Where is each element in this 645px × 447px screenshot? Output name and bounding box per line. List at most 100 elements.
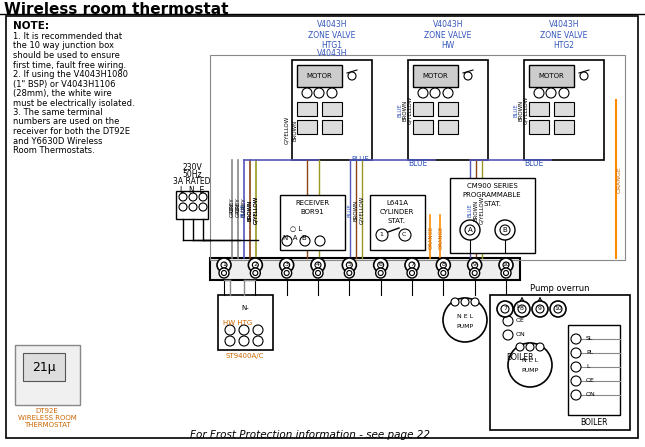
Text: OE: OE bbox=[586, 379, 595, 384]
Text: C: C bbox=[402, 232, 406, 237]
Bar bbox=[280, 195, 345, 250]
Circle shape bbox=[348, 72, 356, 80]
Circle shape bbox=[559, 88, 569, 98]
Circle shape bbox=[253, 336, 263, 346]
Bar bbox=[438, 102, 458, 116]
Text: PL: PL bbox=[586, 350, 593, 355]
Text: ORANGE: ORANGE bbox=[428, 225, 433, 249]
Text: DT92E
WIRELESS ROOM
THERMOSTAT: DT92E WIRELESS ROOM THERMOSTAT bbox=[17, 408, 76, 428]
Text: 5: 5 bbox=[348, 262, 352, 267]
Circle shape bbox=[399, 229, 411, 241]
Bar bbox=[292, 60, 372, 160]
Circle shape bbox=[503, 262, 509, 268]
Bar bbox=[370, 195, 425, 250]
Bar bbox=[490, 295, 630, 430]
Bar bbox=[554, 120, 574, 134]
Text: BOILER: BOILER bbox=[506, 353, 534, 362]
Text: STAT.: STAT. bbox=[483, 201, 501, 207]
Text: BLUE: BLUE bbox=[468, 203, 473, 217]
Text: GREY: GREY bbox=[235, 198, 241, 212]
Circle shape bbox=[179, 193, 187, 201]
Text: ORANGE: ORANGE bbox=[439, 225, 444, 249]
Circle shape bbox=[550, 301, 566, 317]
Bar bbox=[322, 120, 342, 134]
Text: N E L: N E L bbox=[522, 358, 538, 363]
Text: the 10 way junction box: the 10 way junction box bbox=[13, 42, 114, 51]
Circle shape bbox=[464, 72, 472, 80]
Circle shape bbox=[284, 270, 289, 275]
Text: BLUE: BLUE bbox=[524, 159, 544, 168]
Circle shape bbox=[219, 268, 229, 278]
Text: BLUE: BLUE bbox=[351, 156, 369, 162]
Text: G/YELLOW: G/YELLOW bbox=[284, 116, 290, 144]
Bar bbox=[438, 120, 458, 134]
Circle shape bbox=[439, 268, 448, 278]
Text: CM900 SERIES: CM900 SERIES bbox=[466, 183, 517, 189]
Bar bbox=[210, 258, 520, 280]
Text: L: L bbox=[516, 304, 519, 309]
Text: 9: 9 bbox=[538, 307, 542, 312]
Text: ON: ON bbox=[586, 392, 596, 397]
Text: BROWN: BROWN bbox=[519, 99, 524, 121]
Text: must be electrically isolated.: must be electrically isolated. bbox=[13, 98, 135, 107]
Text: SL: SL bbox=[586, 337, 593, 342]
Bar bbox=[554, 102, 574, 116]
Bar bbox=[210, 55, 625, 260]
Circle shape bbox=[516, 343, 524, 351]
Circle shape bbox=[373, 258, 388, 272]
Circle shape bbox=[460, 220, 480, 240]
Bar bbox=[218, 295, 273, 350]
Text: For Frost Protection information - see page 22: For Frost Protection information - see p… bbox=[190, 430, 430, 440]
Text: numbers are used on the: numbers are used on the bbox=[13, 118, 119, 127]
Circle shape bbox=[443, 88, 453, 98]
Circle shape bbox=[534, 88, 544, 98]
Circle shape bbox=[314, 88, 324, 98]
Text: and Y6630D Wireless: and Y6630D Wireless bbox=[13, 136, 103, 146]
Text: MOTOR: MOTOR bbox=[422, 73, 448, 79]
Circle shape bbox=[280, 258, 293, 272]
Bar bbox=[413, 120, 433, 134]
Circle shape bbox=[347, 270, 352, 275]
Text: V4043H
ZONE VALVE
HW: V4043H ZONE VALVE HW bbox=[424, 20, 471, 50]
Bar bbox=[450, 178, 535, 253]
Circle shape bbox=[501, 268, 511, 278]
Circle shape bbox=[554, 305, 562, 313]
Bar bbox=[297, 120, 317, 134]
Circle shape bbox=[418, 88, 428, 98]
Circle shape bbox=[375, 268, 386, 278]
Text: ○ L: ○ L bbox=[290, 225, 303, 231]
Bar bbox=[297, 102, 317, 116]
Text: GREY: GREY bbox=[235, 202, 241, 217]
Text: Wireless room thermostat: Wireless room thermostat bbox=[4, 2, 228, 17]
Circle shape bbox=[250, 268, 261, 278]
Text: 8: 8 bbox=[441, 262, 445, 267]
Circle shape bbox=[221, 262, 227, 268]
Circle shape bbox=[199, 203, 207, 211]
Text: (28mm), the white wire: (28mm), the white wire bbox=[13, 89, 112, 98]
Text: G/YELLOW: G/YELLOW bbox=[408, 96, 413, 124]
Circle shape bbox=[327, 88, 337, 98]
Text: BLUE: BLUE bbox=[241, 203, 246, 217]
Text: G/YELLOW: G/YELLOW bbox=[524, 96, 528, 124]
Circle shape bbox=[409, 262, 415, 268]
Circle shape bbox=[221, 270, 226, 275]
Circle shape bbox=[311, 258, 325, 272]
Text: GREY: GREY bbox=[230, 198, 235, 212]
Bar bbox=[297, 65, 342, 87]
Text: should be used to ensure: should be used to ensure bbox=[13, 51, 120, 60]
Text: N E L: N E L bbox=[457, 313, 473, 319]
Circle shape bbox=[407, 268, 417, 278]
Bar bbox=[413, 102, 433, 116]
Circle shape bbox=[518, 305, 526, 313]
Text: MOTOR: MOTOR bbox=[306, 73, 332, 79]
Circle shape bbox=[282, 236, 292, 246]
Bar bbox=[568, 325, 620, 415]
Circle shape bbox=[465, 225, 475, 235]
Circle shape bbox=[410, 270, 415, 275]
Bar bbox=[529, 65, 574, 87]
Circle shape bbox=[441, 262, 446, 268]
Text: 10: 10 bbox=[502, 262, 510, 267]
Circle shape bbox=[430, 88, 440, 98]
Text: L  N  E: L N E bbox=[180, 186, 204, 195]
Circle shape bbox=[436, 258, 450, 272]
